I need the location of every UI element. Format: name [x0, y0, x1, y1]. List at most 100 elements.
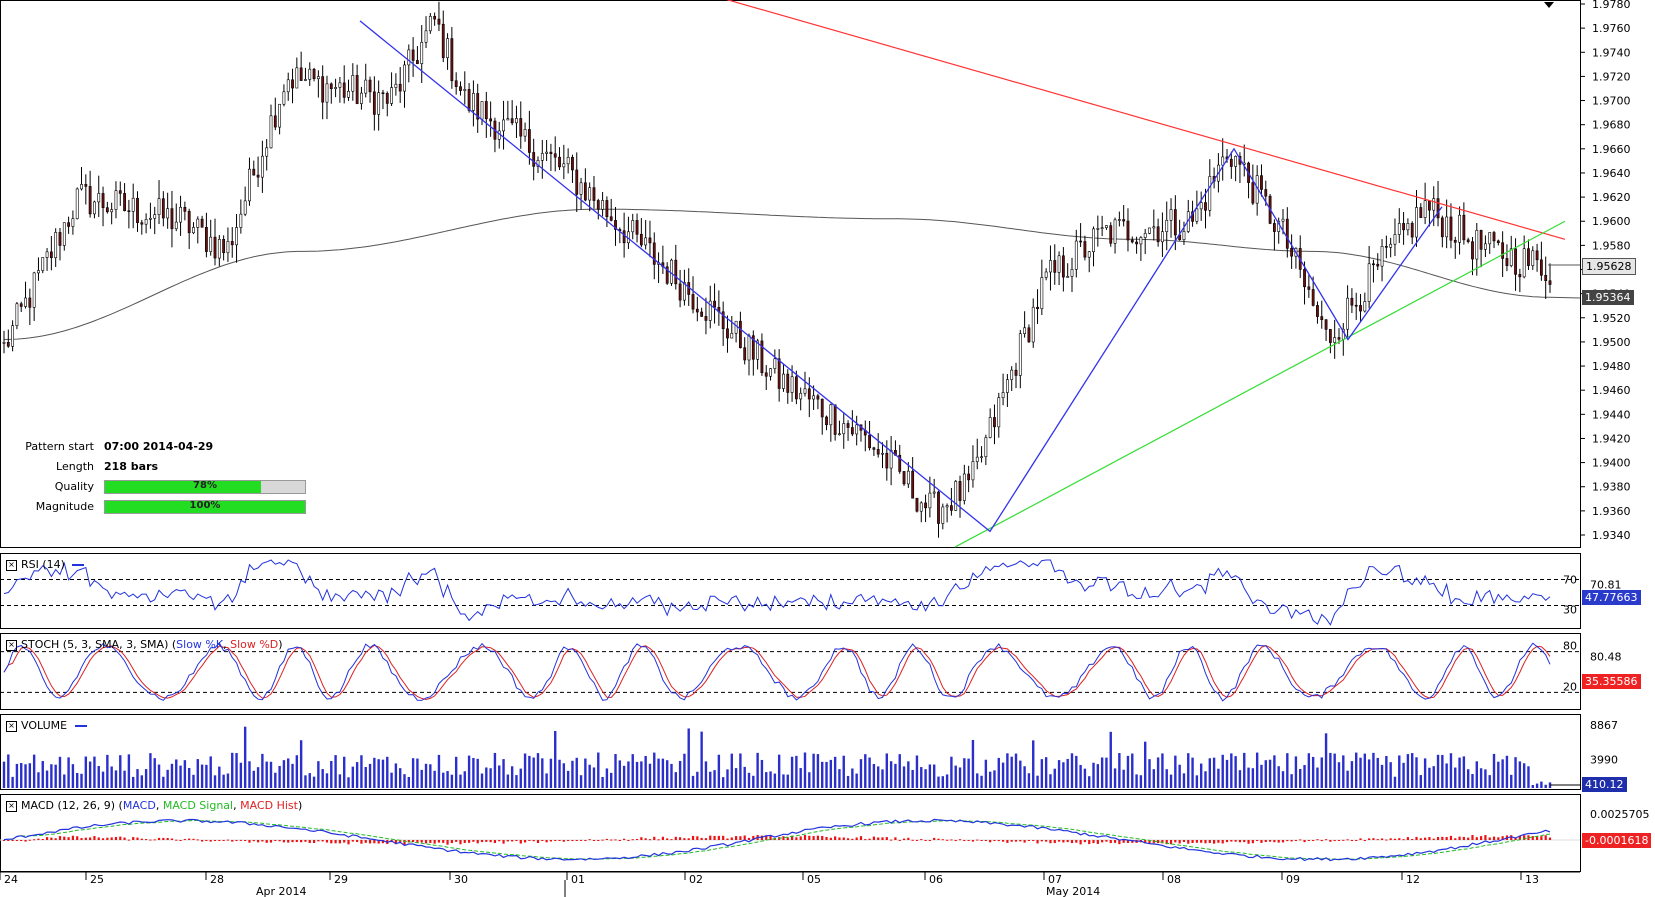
- macd-hist-bar: [1518, 835, 1521, 840]
- x-axis-label: 09: [1286, 873, 1300, 886]
- macd-hist-bar: [1243, 840, 1246, 843]
- volume-bar: [467, 755, 471, 788]
- quality-label: Quality: [54, 480, 94, 493]
- macd-hist-bar: [472, 840, 475, 842]
- macd-hist-bar: [149, 839, 152, 841]
- macd-hist-bar: [89, 837, 92, 840]
- candle: [209, 236, 213, 252]
- price-axis-label: 1.9360: [1592, 505, 1631, 518]
- candle: [278, 103, 282, 128]
- macd-hist-bar: [377, 840, 380, 844]
- macd-hist-bar: [394, 840, 397, 845]
- candle: [19, 303, 23, 307]
- current-price-tag: 1.95628: [1582, 258, 1636, 275]
- candle: [114, 190, 118, 210]
- volume-bar: [614, 754, 617, 788]
- candle: [902, 471, 906, 485]
- macd-hist-bar: [627, 840, 630, 841]
- macd-hist-bar: [717, 835, 720, 840]
- volume-bar: [976, 773, 979, 788]
- candle: [898, 454, 902, 472]
- volume-close-icon[interactable]: ×: [6, 720, 17, 732]
- candle: [971, 461, 975, 481]
- macd-hist-bar: [1462, 836, 1465, 840]
- volume-bar: [846, 775, 850, 788]
- candle: [1204, 202, 1207, 211]
- volume-bar: [635, 761, 639, 788]
- volume-bar: [958, 767, 962, 788]
- candle: [1539, 259, 1543, 276]
- macd-hist-bar: [1027, 840, 1031, 841]
- macd-hist-bar: [244, 840, 247, 841]
- volume-bar: [597, 752, 600, 788]
- volume-bar: [1428, 767, 1431, 788]
- volume-bar: [1471, 774, 1474, 788]
- volume-bar: [299, 740, 303, 788]
- volume-bar: [1380, 764, 1384, 788]
- macd-close-icon[interactable]: ×: [6, 800, 17, 812]
- macd-hist-bar: [541, 840, 544, 841]
- volume-bar: [149, 753, 152, 788]
- stoch-close-icon[interactable]: ×: [6, 639, 17, 651]
- macd-hist-bar: [480, 840, 484, 843]
- candle: [205, 227, 208, 252]
- macd-hist-bar: [575, 840, 578, 841]
- macd-hist-bar: [15, 840, 19, 841]
- candle: [1234, 155, 1238, 167]
- candle: [179, 206, 182, 223]
- rsi-close-icon[interactable]: ×: [6, 559, 17, 571]
- macd-hist-bar: [816, 835, 820, 840]
- macd-hist-bar: [312, 840, 316, 844]
- macd-hist-bar: [256, 840, 260, 843]
- macd-hist-bar: [1363, 840, 1366, 841]
- volume-bar: [106, 754, 109, 788]
- candle: [1152, 226, 1156, 229]
- candle: [975, 456, 979, 462]
- candle: [1027, 327, 1031, 343]
- volume-bar: [1303, 765, 1306, 788]
- macd-hist-bar: [855, 837, 858, 840]
- candle: [1143, 233, 1147, 238]
- macd-hist-bar: [1169, 840, 1173, 845]
- macd-hist-bar: [799, 836, 802, 840]
- volume-bar: [881, 769, 884, 788]
- volume-bar: [610, 772, 613, 788]
- macd-hist-bar: [334, 840, 337, 844]
- candle: [515, 118, 518, 124]
- volume-bar: [1527, 766, 1530, 788]
- macd-hist-bar: [45, 837, 49, 840]
- price-axis-label: 1.9460: [1592, 384, 1631, 397]
- volume-bar: [1393, 776, 1397, 788]
- macd-hist-bar: [463, 840, 466, 843]
- candle: [596, 200, 600, 210]
- volume-bar: [713, 770, 716, 788]
- candle: [325, 83, 329, 103]
- macd-hist-bar: [872, 836, 875, 840]
- volume-bar: [894, 763, 897, 788]
- volume-bar: [545, 773, 548, 788]
- volume-bar: [859, 759, 863, 788]
- macd-hist-bar: [222, 840, 225, 841]
- moving-average-tag: 1.95364: [1582, 290, 1634, 305]
- macd-hist-bar: [209, 840, 212, 842]
- candle: [1432, 198, 1436, 211]
- candle: [1057, 255, 1061, 273]
- candle: [75, 188, 79, 219]
- candle: [110, 209, 114, 213]
- macd-hist-bar: [347, 840, 350, 845]
- candle: [1518, 274, 1522, 278]
- macd-hist-bar: [119, 836, 122, 840]
- macd-hist-bar: [1045, 840, 1048, 842]
- candle: [1122, 219, 1126, 222]
- volume-bar: [123, 770, 126, 788]
- macd-hist-bar: [976, 839, 979, 841]
- macd-hist-bar: [1424, 837, 1427, 840]
- volume-bar: [114, 770, 118, 788]
- candle: [213, 236, 217, 259]
- candle: [1372, 263, 1375, 266]
- macd-hist-bar: [274, 840, 277, 842]
- candle: [1514, 248, 1517, 275]
- macd-hist-bar: [153, 839, 156, 841]
- candle: [1229, 158, 1233, 167]
- macd-hist-bar: [674, 836, 677, 840]
